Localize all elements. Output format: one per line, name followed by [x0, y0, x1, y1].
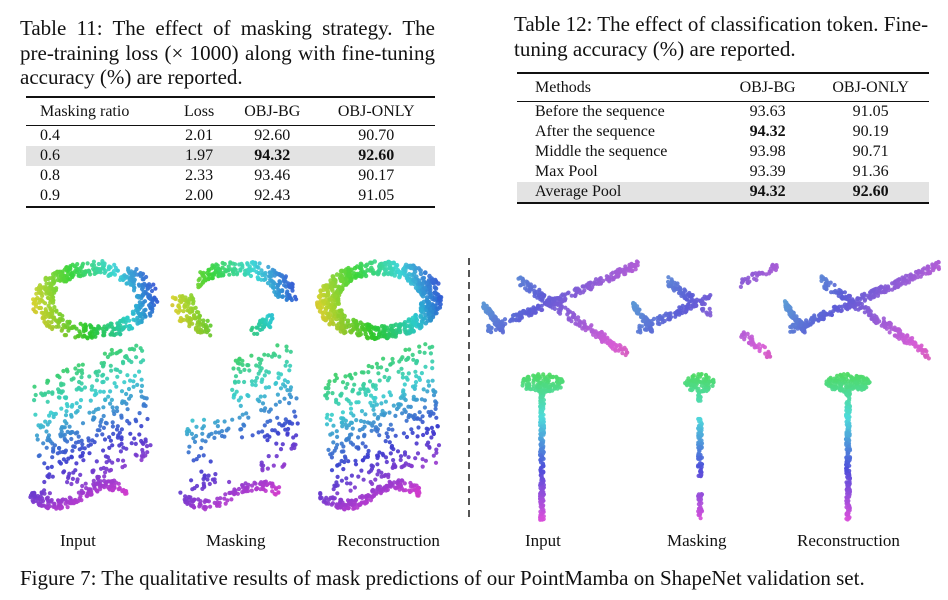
label-input-left: Input: [60, 531, 96, 550]
point-cloud-figure: [28, 258, 942, 522]
chair-masked-render: [178, 343, 300, 512]
table-cell: 91.05: [852, 103, 889, 120]
table12-header: OBJ-ONLY: [812, 73, 929, 102]
table-cell: 93.98: [749, 143, 786, 160]
table-row: Max Pool 93.39 91.36: [517, 162, 929, 182]
airplane-masked-render: [631, 262, 780, 360]
table-cell: 90.71: [852, 143, 889, 160]
table11-header: OBJ-ONLY: [317, 97, 435, 126]
table-cell: 90.17: [358, 167, 395, 184]
table-cell-best: 94.32: [227, 146, 318, 166]
table-row-highlighted: 0.6 1.97 94.32 92.60: [26, 146, 435, 166]
table-row: 0.9 2.00 92.43 91.05: [26, 186, 435, 207]
table-cell-best: 94.32: [722, 182, 813, 203]
table-cell: 93.46: [254, 167, 291, 184]
figure-caption: Figure 7: The qualitative results of mas…: [20, 566, 865, 590]
table11-header: Masking ratio: [26, 97, 172, 126]
table-cell: Middle the sequence: [535, 143, 668, 160]
car-reconstruction-render: [315, 259, 444, 342]
table-cell-best: 94.32: [749, 123, 786, 140]
car-input-render: [30, 259, 160, 341]
chair-reconstruction-render: [318, 342, 442, 512]
table-cell: 0.4: [40, 127, 60, 144]
table-row: 0.4 2.01 92.60 90.70: [26, 126, 435, 147]
table-cell: 90.70: [358, 127, 395, 144]
table-cell: Max Pool: [535, 163, 598, 180]
table-cell: 91.05: [358, 187, 395, 204]
table-cell: Average Pool: [517, 182, 723, 203]
label-reconstruction-left: Reconstruction: [337, 531, 440, 550]
table-cell: 0.9: [40, 187, 60, 204]
table11-header: Loss: [171, 97, 228, 126]
table-cell: 0.8: [40, 167, 60, 184]
table-cell: 2.01: [185, 127, 214, 144]
table-row: 0.8 2.33 93.46 90.17: [26, 166, 435, 186]
table-row-highlighted: Average Pool 94.32 92.60: [517, 182, 929, 203]
label-masking-left: Masking: [206, 531, 266, 550]
table-row: Middle the sequence 93.98 90.71: [517, 142, 929, 162]
airplane-input-render: [481, 259, 640, 358]
table-cell: 1.97: [171, 146, 228, 166]
chair-input-render: [28, 343, 153, 511]
lamp-reconstruction-render: [824, 371, 872, 522]
table12-header: OBJ-BG: [722, 73, 813, 102]
table-cell: 2.00: [185, 187, 214, 204]
airplane-reconstruction-render: [782, 259, 942, 361]
table-cell-best: 92.60: [812, 182, 929, 203]
table11: Masking ratio Loss OBJ-BG OBJ-ONLY 0.4 2…: [26, 96, 435, 208]
car-masked-render: [170, 260, 299, 338]
label-input-right: Input: [525, 531, 561, 550]
table-cell: After the sequence: [535, 123, 655, 140]
table-cell: 93.63: [749, 103, 786, 120]
table-row: Before the sequence 93.63 91.05: [517, 102, 929, 123]
table-cell: 93.39: [749, 163, 786, 180]
table12: Methods OBJ-BG OBJ-ONLY Before the seque…: [517, 72, 929, 204]
label-reconstruction-right: Reconstruction: [797, 531, 900, 550]
table12-caption: Table 12: The effect of classification t…: [514, 12, 929, 61]
table-row: After the sequence 94.32 90.19: [517, 122, 929, 142]
table-cell: 92.60: [254, 127, 291, 144]
table11-caption: Table 11: The effect of masking strategy…: [20, 16, 435, 89]
table-cell: 91.36: [852, 163, 889, 180]
table12-header: Methods: [517, 73, 723, 102]
table11-header: OBJ-BG: [227, 97, 318, 126]
table-cell: 2.33: [185, 167, 214, 184]
table-cell: 0.6: [26, 146, 172, 166]
table-cell: 92.43: [254, 187, 291, 204]
table-cell: 90.19: [852, 123, 889, 140]
table-cell: Before the sequence: [535, 103, 665, 120]
label-masking-right: Masking: [667, 531, 727, 550]
table12-header-row: Methods OBJ-BG OBJ-ONLY: [517, 73, 929, 102]
table-cell-best: 92.60: [317, 146, 435, 166]
lamp-input-render: [520, 372, 565, 522]
lamp-masked-render: [683, 372, 716, 521]
table11-header-row: Masking ratio Loss OBJ-BG OBJ-ONLY: [26, 97, 435, 126]
